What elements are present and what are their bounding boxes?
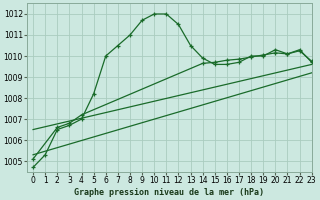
X-axis label: Graphe pression niveau de la mer (hPa): Graphe pression niveau de la mer (hPa) [74,188,264,197]
